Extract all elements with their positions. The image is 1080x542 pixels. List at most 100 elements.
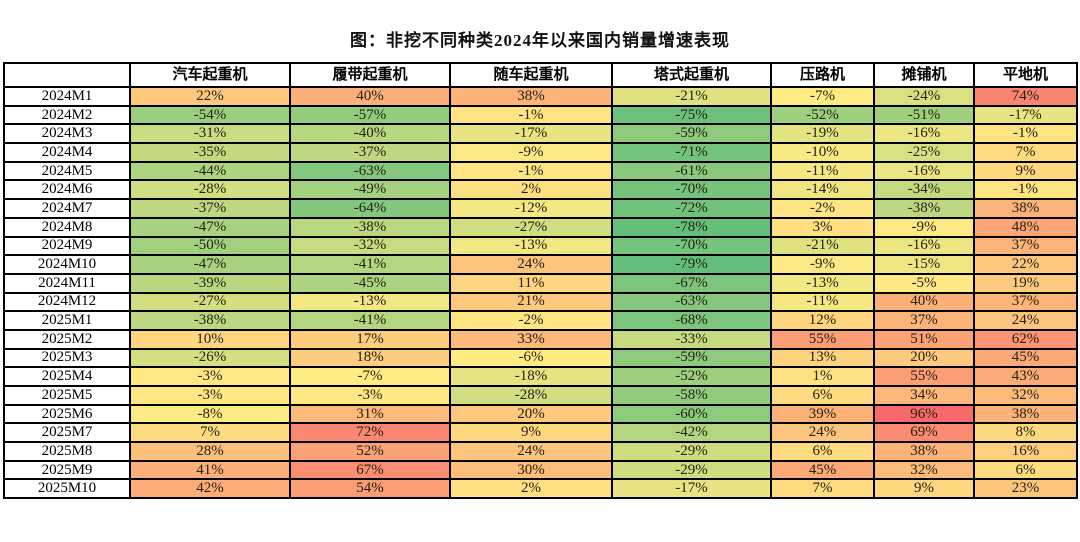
heatmap-cell: 33% — [449, 328, 613, 350]
heatmap-cell: -11% — [770, 160, 875, 182]
heatmap-cell: 55% — [770, 328, 875, 350]
heatmap-cell: 45% — [973, 347, 1078, 369]
heatmap-cell: -16% — [873, 160, 975, 182]
heatmap-cell: -13% — [770, 272, 875, 294]
heatmap-cell: 38% — [873, 441, 975, 462]
heatmap-cell: -49% — [289, 179, 451, 201]
heatmap-cell: -5% — [873, 272, 975, 294]
row-label: 2024M1 — [3, 86, 131, 107]
column-header: 平地机 — [973, 62, 1078, 88]
chart-title: 图：非挖不同种类2024年以来国内销量增速表现 — [350, 31, 730, 50]
heatmap-cell: -38% — [873, 198, 975, 219]
heatmap-cell: 7% — [129, 422, 291, 444]
heatmap-cell: 43% — [973, 366, 1078, 387]
heatmap-cell: -34% — [873, 179, 975, 201]
row-label: 2025M1 — [3, 310, 131, 331]
heatmap-cell: 21% — [449, 291, 613, 313]
table-row: 2025M9 41% 67% 30% -29% 45% 32% 6% — [3, 459, 1078, 481]
heatmap-cell: -9% — [449, 142, 613, 163]
heatmap-cell: -78% — [611, 216, 772, 238]
table-row: 2025M6 -8% 31% 20% -60% 39% 96% 38% — [3, 403, 1078, 425]
heatmap-cell: -31% — [129, 123, 291, 145]
table-body: 2024M1 22% 40% 38% -21% -7% -24% 74% 2024M2 -54% -… — [3, 86, 1078, 500]
heatmap-cell: 72% — [289, 422, 451, 444]
heatmap-cell: -50% — [129, 235, 291, 257]
heatmap-cell: -28% — [449, 385, 613, 406]
heatmap-cell: -70% — [611, 235, 772, 257]
heatmap-cell: -11% — [770, 291, 875, 313]
heatmap-cell: -3% — [129, 366, 291, 387]
heatmap-cell: 37% — [973, 291, 1078, 313]
heatmap-cell: 7% — [770, 478, 875, 500]
heatmap-cell: -16% — [873, 123, 975, 145]
heatmap-cell: 16% — [973, 441, 1078, 462]
heatmap-cell: -60% — [611, 403, 772, 425]
heatmap-cell: 39% — [770, 403, 875, 425]
heatmap-cell: -70% — [611, 179, 772, 201]
table-row: 2024M7 -37% -64% -12% -72% -2% -38% 38% — [3, 198, 1078, 219]
table-row: 2025M5 -3% -3% -28% -58% 6% 34% 32% — [3, 385, 1078, 406]
heatmap-cell: 11% — [449, 272, 613, 294]
table-row: 2025M2 10% 17% 33% -33% 55% 51% 62% — [3, 328, 1078, 350]
table-row: 2025M7 7% 72% 9% -42% 24% 69% 8% — [3, 422, 1078, 444]
heatmap-cell: 1% — [770, 366, 875, 387]
heatmap-cell: -6% — [449, 347, 613, 369]
heatmap-cell: 62% — [973, 328, 1078, 350]
heatmap-cell: 30% — [449, 459, 613, 481]
heatmap-cell: -52% — [611, 366, 772, 387]
heatmap-cell: 45% — [770, 459, 875, 481]
heatmap-cell: -14% — [770, 179, 875, 201]
heatmap-cell: 96% — [873, 403, 975, 425]
heatmap-cell: 55% — [873, 366, 975, 387]
table-row: 2025M4 -3% -7% -18% -52% 1% 55% 43% — [3, 366, 1078, 387]
row-label: 2025M4 — [3, 366, 131, 387]
row-label: 2024M4 — [3, 142, 131, 163]
table-row: 2024M11 -39% -45% 11% -67% -13% -5% 19% — [3, 272, 1078, 294]
heatmap-cell: 20% — [873, 347, 975, 369]
heatmap-cell: 40% — [289, 86, 451, 107]
heatmap-cell: -26% — [129, 347, 291, 369]
heatmap-cell: -21% — [770, 235, 875, 257]
heatmap-cell: -7% — [770, 86, 875, 107]
table-row: 2024M1 22% 40% 38% -21% -7% -24% 74% — [3, 86, 1078, 107]
heatmap-cell: -9% — [873, 216, 975, 238]
table-row: 2024M2 -54% -57% -1% -75% -52% -51% -17% — [3, 104, 1078, 126]
column-header: 摊铺机 — [873, 62, 975, 88]
heatmap-cell: -33% — [611, 328, 772, 350]
heatmap-cell: 67% — [289, 459, 451, 481]
row-label: 2025M5 — [3, 385, 131, 406]
heatmap-cell: 6% — [770, 441, 875, 462]
heatmap-cell: -59% — [611, 123, 772, 145]
heatmap-cell: -37% — [129, 198, 291, 219]
table-row: 2025M10 42% 54% 2% -17% 7% 9% 23% — [3, 478, 1078, 500]
heatmap-cell: 51% — [873, 328, 975, 350]
heatmap-cell: -27% — [449, 216, 613, 238]
heatmap-cell: -1% — [973, 123, 1078, 145]
heatmap-cell: 38% — [973, 198, 1078, 219]
heatmap-cell: 6% — [973, 459, 1078, 481]
heatmap-cell: 9% — [873, 478, 975, 500]
heatmap-cell: -3% — [289, 385, 451, 406]
column-header: 履带起重机 — [289, 62, 451, 88]
heatmap-cell: -63% — [611, 291, 772, 313]
row-label: 2024M6 — [3, 179, 131, 201]
heatmap-cell: 19% — [973, 272, 1078, 294]
heatmap-cell: -71% — [611, 142, 772, 163]
heatmap-cell: -17% — [449, 123, 613, 145]
heatmap-cell: -1% — [449, 104, 613, 126]
heatmap-cell: -35% — [129, 142, 291, 163]
heatmap-cell: 24% — [770, 422, 875, 444]
heatmap-cell: 32% — [973, 385, 1078, 406]
heatmap-cell: 12% — [770, 310, 875, 331]
row-label: 2025M9 — [3, 459, 131, 481]
heatmap-cell: -41% — [289, 254, 451, 275]
table-row: 2024M8 -47% -38% -27% -78% 3% -9% 48% — [3, 216, 1078, 238]
heatmap-cell: 24% — [449, 441, 613, 462]
heatmap-cell: 13% — [770, 347, 875, 369]
heatmap-cell: -45% — [289, 272, 451, 294]
heatmap-cell: 32% — [873, 459, 975, 481]
table-row: 2024M9 -50% -32% -13% -70% -21% -16% 37% — [3, 235, 1078, 257]
heatmap-cell: -17% — [973, 104, 1078, 126]
heatmap-cell: 48% — [973, 216, 1078, 238]
